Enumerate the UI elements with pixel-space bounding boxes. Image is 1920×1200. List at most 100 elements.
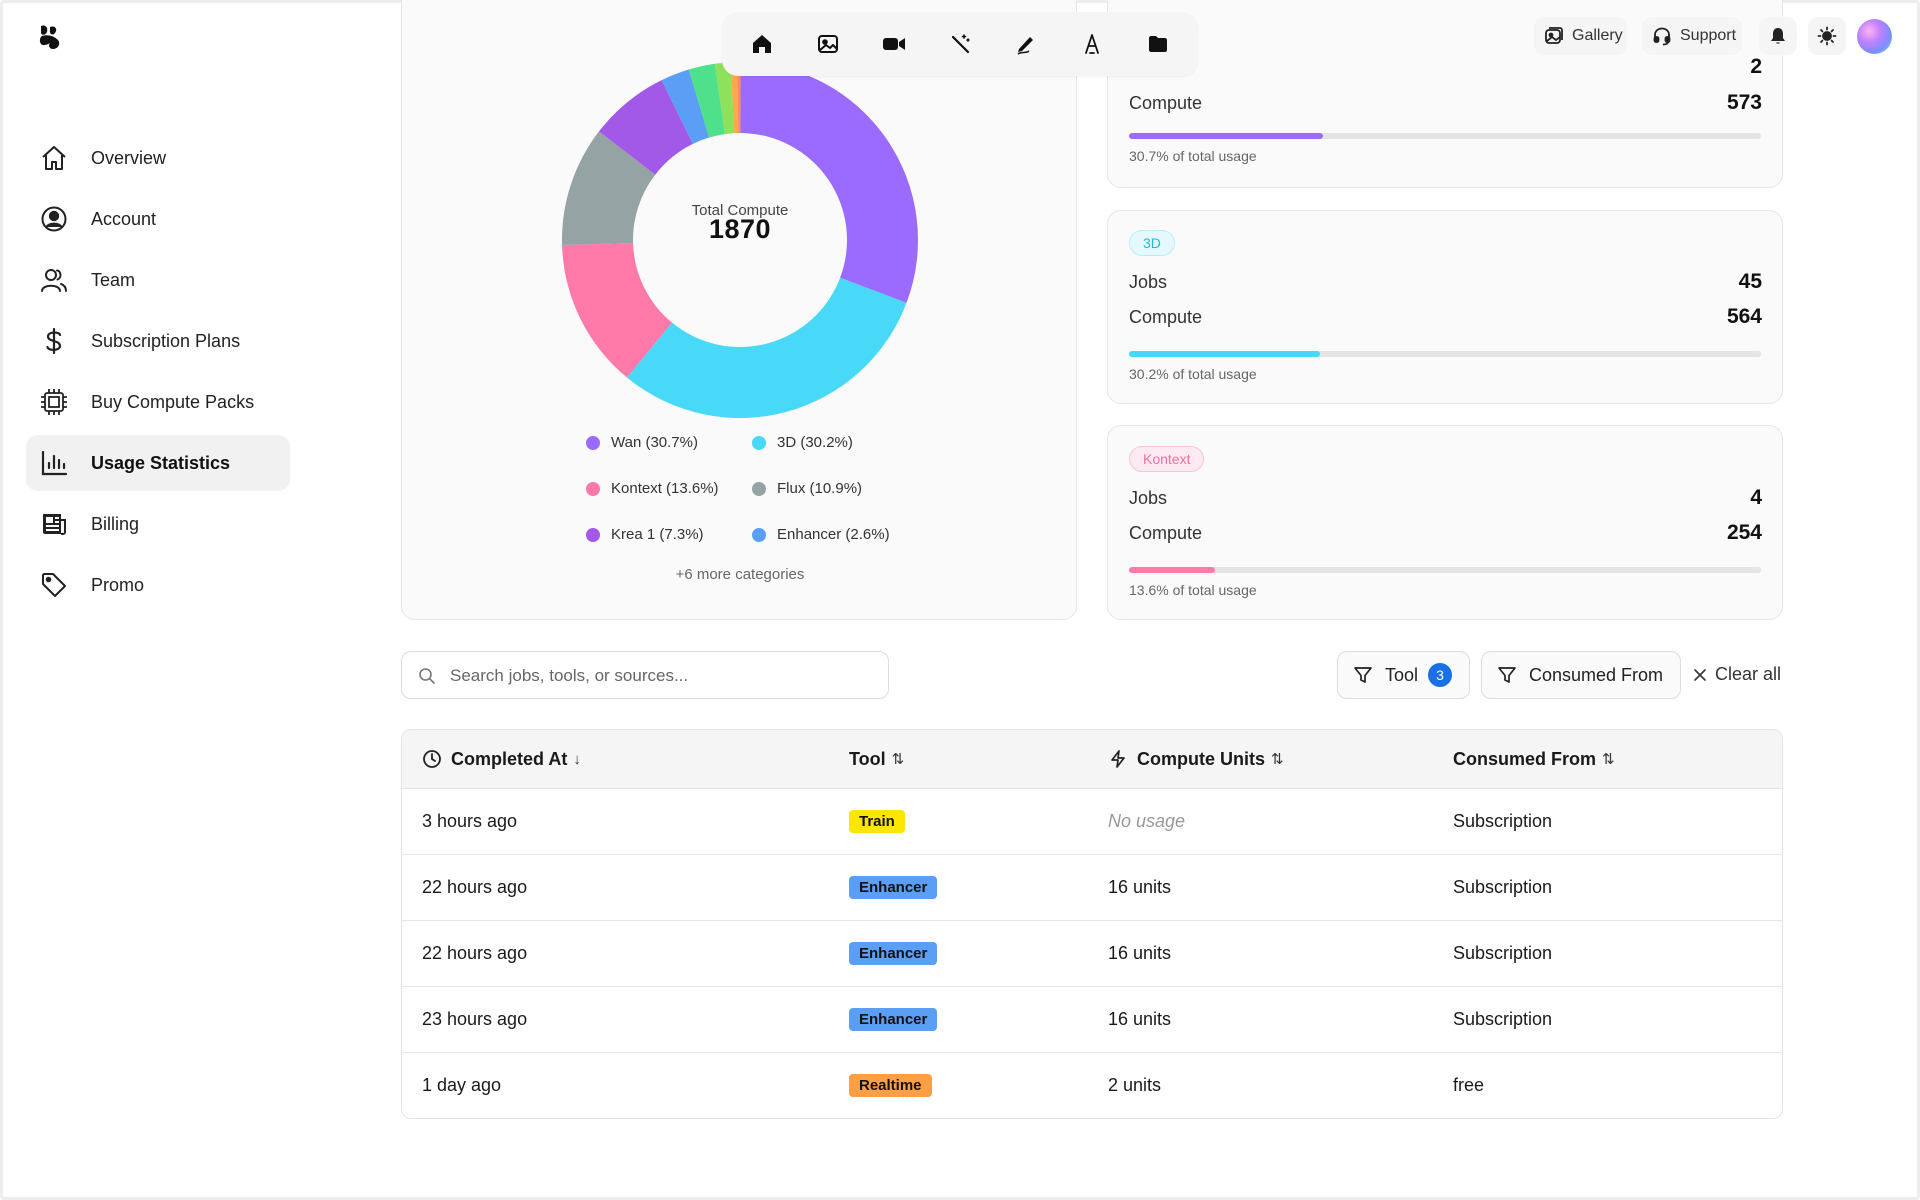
completed-cell: 22 hours ago xyxy=(422,876,528,897)
jobs-value: 4 xyxy=(1750,486,1762,509)
image-icon xyxy=(818,35,838,53)
tool-tag: Enhancer xyxy=(849,941,938,965)
table-row[interactable]: 22 hours ago Enhancer 16 units Subscript… xyxy=(402,920,1782,987)
app-logo-icon[interactable] xyxy=(38,24,62,52)
toolbar-magic-button[interactable] xyxy=(946,30,974,58)
sidebar-item-overview[interactable]: Overview xyxy=(26,130,290,186)
donut-slice-other-3[interactable] xyxy=(730,62,739,134)
sort-icon: ⇅ xyxy=(1271,751,1284,768)
legend-dot xyxy=(586,435,600,450)
home-icon xyxy=(753,35,771,53)
toolbar-home-button[interactable] xyxy=(748,30,776,58)
donut-slice-other-2[interactable] xyxy=(714,62,735,135)
video-icon xyxy=(883,38,905,50)
filter-icon xyxy=(1354,667,1372,683)
magic-wand-icon xyxy=(951,34,970,54)
legend-label: Enhancer (2.6%) xyxy=(777,526,890,543)
legend-item-flux: Flux (10.9%) xyxy=(752,480,862,497)
legend-label: 3D (30.2%) xyxy=(777,434,853,451)
gallery-button[interactable]: Gallery xyxy=(1534,17,1627,55)
gallery-label: Gallery xyxy=(1572,27,1623,44)
jobs-value: 2 xyxy=(1750,55,1762,78)
theme-toggle-button[interactable] xyxy=(1808,17,1846,55)
usage-progress-bar xyxy=(1129,351,1761,357)
column-header-label: Compute Units xyxy=(1137,748,1265,769)
search-icon xyxy=(419,668,435,684)
compute-label: Compute xyxy=(1129,93,1203,113)
sort-desc-icon: ↓ xyxy=(573,750,581,768)
sort-icon: ⇅ xyxy=(891,751,905,768)
tool-filter-label: Tool xyxy=(1385,664,1419,685)
tag-icon xyxy=(42,573,66,597)
sidebar-item-label: Promo xyxy=(91,574,145,595)
column-header-completed-at[interactable]: Completed At ↓ xyxy=(422,730,581,788)
category-tag: Kontext xyxy=(1129,446,1205,472)
completed-cell: 3 hours ago xyxy=(422,810,518,831)
legend-label: Kontext (13.6%) xyxy=(611,480,719,497)
toolbar-draw-button[interactable] xyxy=(1012,30,1040,58)
notifications-button[interactable] xyxy=(1759,17,1797,55)
donut-slice-krea-1[interactable] xyxy=(598,80,693,175)
legend-label: Flux (10.9%) xyxy=(777,480,863,497)
column-header-compute-units[interactable]: Compute Units ⇅ xyxy=(1108,730,1284,788)
usage-percent-label: 30.2% of total usage xyxy=(1129,366,1257,382)
lightning-icon xyxy=(1111,750,1125,768)
table-row[interactable]: 22 hours ago Enhancer 16 units Subscript… xyxy=(402,854,1782,921)
column-header-consumed-from[interactable]: Consumed From ⇅ xyxy=(1453,730,1615,788)
stat-card-3d: 3D Jobs 45 Compute 564 30.2% of total us… xyxy=(1107,210,1783,404)
consumed-cell: free xyxy=(1453,1074,1485,1095)
sidebar-item-usage-statistics[interactable]: Usage Statistics xyxy=(26,435,290,491)
donut-slice-wan[interactable] xyxy=(740,62,918,303)
newspaper-icon xyxy=(43,514,66,535)
donut-slice-kontext[interactable] xyxy=(562,243,673,378)
sidebar-item-subscription-plans[interactable]: Subscription Plans xyxy=(26,313,290,369)
sidebar-item-buy-compute-packs[interactable]: Buy Compute Packs xyxy=(26,374,290,430)
chip-icon xyxy=(41,389,67,415)
donut-slice-other-4[interactable] xyxy=(737,62,741,134)
jobs-label: Jobs xyxy=(1129,272,1168,292)
table-row[interactable]: 3 hours ago Train No usage Subscription xyxy=(402,788,1782,855)
sidebar: Overview Account Team Subscription Plans… xyxy=(26,130,290,618)
clock-icon xyxy=(423,750,441,768)
column-header-tool[interactable]: Tool ⇅ xyxy=(849,730,904,788)
clear-all-button[interactable]: Clear all xyxy=(1693,664,1781,685)
consumed-from-filter-button[interactable]: Consumed From xyxy=(1481,651,1681,699)
stat-card-wan: 2 Compute 573 30.7% of total usage xyxy=(1107,0,1783,188)
search-input[interactable] xyxy=(448,652,872,700)
donut-slice-3d[interactable] xyxy=(626,277,907,418)
completed-cell: 1 day ago xyxy=(422,1074,502,1095)
compute-cell: 16 units xyxy=(1108,942,1172,963)
support-button[interactable]: Support xyxy=(1642,17,1742,55)
close-icon xyxy=(1694,668,1706,681)
sidebar-item-account[interactable]: Account xyxy=(26,191,290,247)
compute-value: 254 xyxy=(1726,521,1762,544)
toolbar-folder-button[interactable] xyxy=(1144,30,1172,58)
table-header: Completed At ↓ Tool ⇅ Compute Units ⇅ Co… xyxy=(402,730,1782,789)
user-avatar[interactable] xyxy=(1857,19,1892,54)
usage-progress-fill xyxy=(1129,351,1320,357)
sidebar-item-team[interactable]: Team xyxy=(26,252,290,308)
consumed-cell: Subscription xyxy=(1453,942,1553,963)
donut-slice-other-1[interactable] xyxy=(688,63,725,138)
clear-all-label: Clear all xyxy=(1715,664,1782,684)
sidebar-item-billing[interactable]: Billing xyxy=(26,496,290,552)
compute-value: 573 xyxy=(1726,91,1762,114)
donut-slice-enhancer[interactable] xyxy=(661,69,710,144)
table-row[interactable]: 23 hours ago Enhancer 16 units Subscript… xyxy=(402,986,1782,1053)
toolbar-video-button[interactable] xyxy=(880,30,908,58)
completed-cell: 23 hours ago xyxy=(422,1008,528,1029)
compute-cell: No usage xyxy=(1108,810,1186,831)
completed-cell: 22 hours ago xyxy=(422,942,528,963)
table-row[interactable]: 1 day ago Realtime 2 units free xyxy=(402,1052,1782,1118)
sidebar-item-promo[interactable]: Promo xyxy=(26,557,290,613)
user-circle-icon xyxy=(41,206,67,232)
legend-item-krea: Krea 1 (7.3%) xyxy=(586,526,704,543)
tool-filter-button[interactable]: Tool 3 xyxy=(1337,651,1470,699)
more-categories-link[interactable]: +6 more categories xyxy=(675,566,805,583)
donut-slice-flux[interactable] xyxy=(562,131,656,246)
jobs-value: 45 xyxy=(1738,270,1762,293)
toolbar-font-button[interactable] xyxy=(1078,30,1106,58)
legend-item-wan: Wan (30.7%) xyxy=(586,434,698,451)
column-header-label: Consumed From xyxy=(1453,748,1597,769)
toolbar-image-button[interactable] xyxy=(814,30,842,58)
